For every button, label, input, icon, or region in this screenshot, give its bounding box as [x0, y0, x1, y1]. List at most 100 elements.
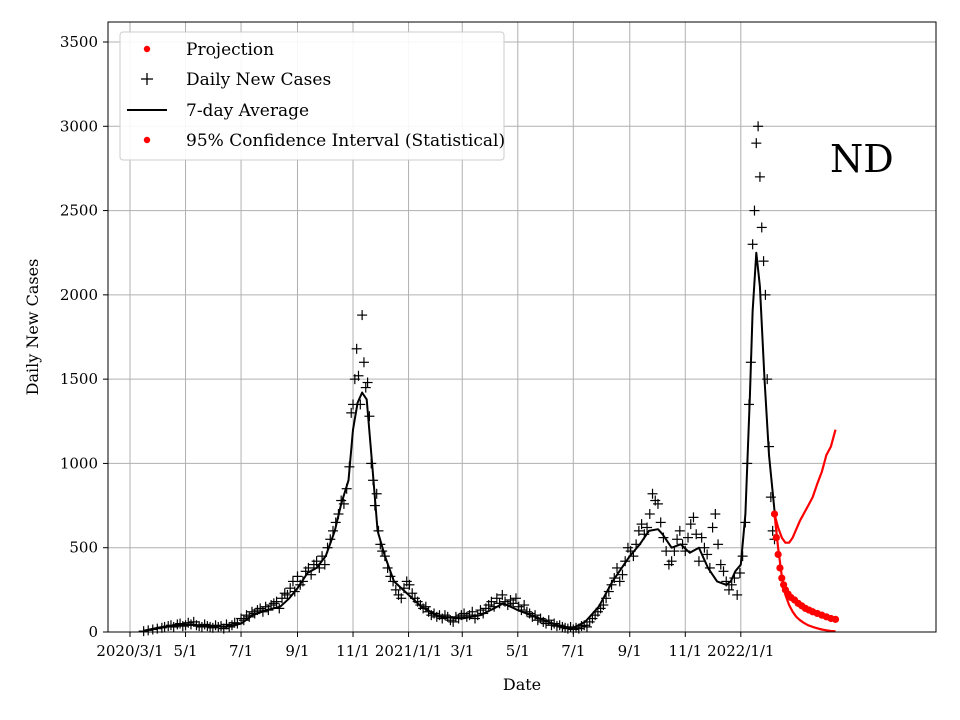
daily-case-point	[362, 377, 373, 388]
daily-case-point	[760, 289, 771, 300]
daily-case-point	[647, 488, 658, 499]
x-tick-label: 7/1	[229, 642, 253, 660]
x-tick-label: 3/1	[450, 642, 474, 660]
y-axis-label: Daily New Cases	[23, 259, 42, 396]
daily-case-point	[693, 556, 704, 567]
legend-daily-cases-marker	[141, 73, 153, 85]
daily-case-point	[734, 568, 745, 579]
plot-frame	[107, 21, 937, 633]
projection-points	[770, 510, 840, 623]
daily-case-point	[751, 138, 762, 149]
daily-case-point	[510, 593, 521, 604]
daily-case-point	[617, 569, 628, 580]
daily-case-point	[754, 171, 765, 182]
projection-point	[774, 550, 782, 559]
axes: 2020/3/1 5/1 7/1 9/1 11/1 2021/1/1 3/1 5/1 7/1 9/…	[60, 33, 775, 660]
ci-upper-line	[773, 429, 837, 544]
projection-point	[772, 534, 780, 542]
y-tick-label: 2000	[60, 286, 98, 304]
daily-case-point	[358, 357, 369, 368]
daily-case-point	[636, 519, 647, 530]
x-tick-label: 11/1	[336, 642, 370, 660]
daily-case-point	[346, 407, 357, 418]
daily-case-point	[710, 509, 721, 520]
daily-case-point	[723, 584, 734, 595]
legend-average-label: 7-day Average	[186, 101, 309, 121]
daily-case-point	[718, 566, 729, 577]
daily-case-point	[756, 222, 767, 233]
daily-case-point	[674, 525, 685, 536]
daily-case-point	[715, 559, 726, 570]
x-tick-label: 9/1	[618, 642, 642, 660]
daily-case-point	[396, 593, 407, 604]
daily-case-point	[519, 600, 530, 611]
daily-case-point	[207, 622, 218, 633]
x-axis-label: Date	[503, 675, 541, 694]
daily-case-point	[753, 121, 764, 132]
daily-case-point	[303, 562, 314, 573]
daily-case-point	[199, 619, 210, 630]
daily-case-point	[486, 596, 497, 607]
daily-case-point	[221, 619, 232, 630]
daily-case-point	[319, 559, 330, 570]
y-tick-label: 3500	[60, 33, 98, 51]
daily-case-point	[371, 488, 382, 499]
x-tick-label: 11/1	[668, 642, 702, 660]
daily-case-point	[497, 589, 508, 600]
chart-annotation: ND	[830, 137, 894, 181]
daily-case-point	[292, 571, 303, 582]
y-tick-label: 1500	[60, 370, 98, 388]
daily-case-point	[360, 382, 371, 393]
daily-case-point	[364, 411, 375, 422]
x-tick-label: 2020/3/1	[96, 642, 163, 660]
daily-case-point	[407, 588, 418, 599]
projection-point	[770, 510, 779, 518]
daily-case-point	[175, 618, 186, 629]
daily-case-point	[655, 517, 666, 528]
legend: Projection Daily New Cases 7-day Average…	[119, 31, 505, 161]
daily-case-point	[688, 512, 699, 523]
daily-case-point	[353, 370, 364, 381]
daily-case-point	[268, 598, 279, 609]
daily-case-point	[758, 256, 769, 267]
daily-case-point	[357, 310, 368, 321]
daily-case-point	[696, 532, 707, 543]
daily-case-point	[699, 542, 710, 553]
daily-case-point	[747, 239, 758, 250]
daily-case-point	[669, 546, 680, 557]
projection-point	[831, 615, 840, 623]
daily-case-point	[279, 588, 290, 599]
daily-case-point	[439, 610, 450, 621]
daily-case-point	[311, 556, 322, 567]
x-tick-label: 5/1	[506, 642, 530, 660]
daily-case-point	[642, 522, 653, 533]
daily-case-point	[138, 626, 149, 637]
x-tick-label: 5/1	[173, 642, 197, 660]
daily-case-point	[633, 525, 644, 536]
y-tick-label: 500	[69, 539, 98, 557]
x-tick-label: 9/1	[285, 642, 309, 660]
legend-daily-cases-label: Daily New Cases	[186, 70, 331, 90]
daily-case-point	[683, 532, 694, 543]
daily-case-point	[236, 613, 247, 624]
daily-case-point	[390, 584, 401, 595]
projection-point	[776, 564, 784, 572]
daily-case-point	[508, 598, 519, 609]
legend-projection-marker	[143, 45, 151, 53]
daily-case-point	[713, 539, 724, 550]
daily-case-point	[666, 556, 677, 567]
daily-case-point	[672, 534, 683, 545]
daily-cases-points	[138, 121, 780, 637]
x-tick-label: 2022/1/1	[707, 642, 774, 660]
daily-case-point	[404, 579, 415, 590]
legend-ci-label: 95% Confidence Interval (Statistical)	[186, 131, 505, 151]
daily-case-point	[707, 522, 718, 533]
daily-case-point	[765, 492, 776, 503]
daily-case-point	[287, 576, 298, 587]
y-tick-label: 1000	[60, 454, 98, 472]
daily-case-point	[229, 617, 240, 628]
daily-case-point	[271, 596, 282, 607]
y-tick-label: 0	[88, 623, 98, 641]
daily-case-point	[702, 549, 713, 560]
